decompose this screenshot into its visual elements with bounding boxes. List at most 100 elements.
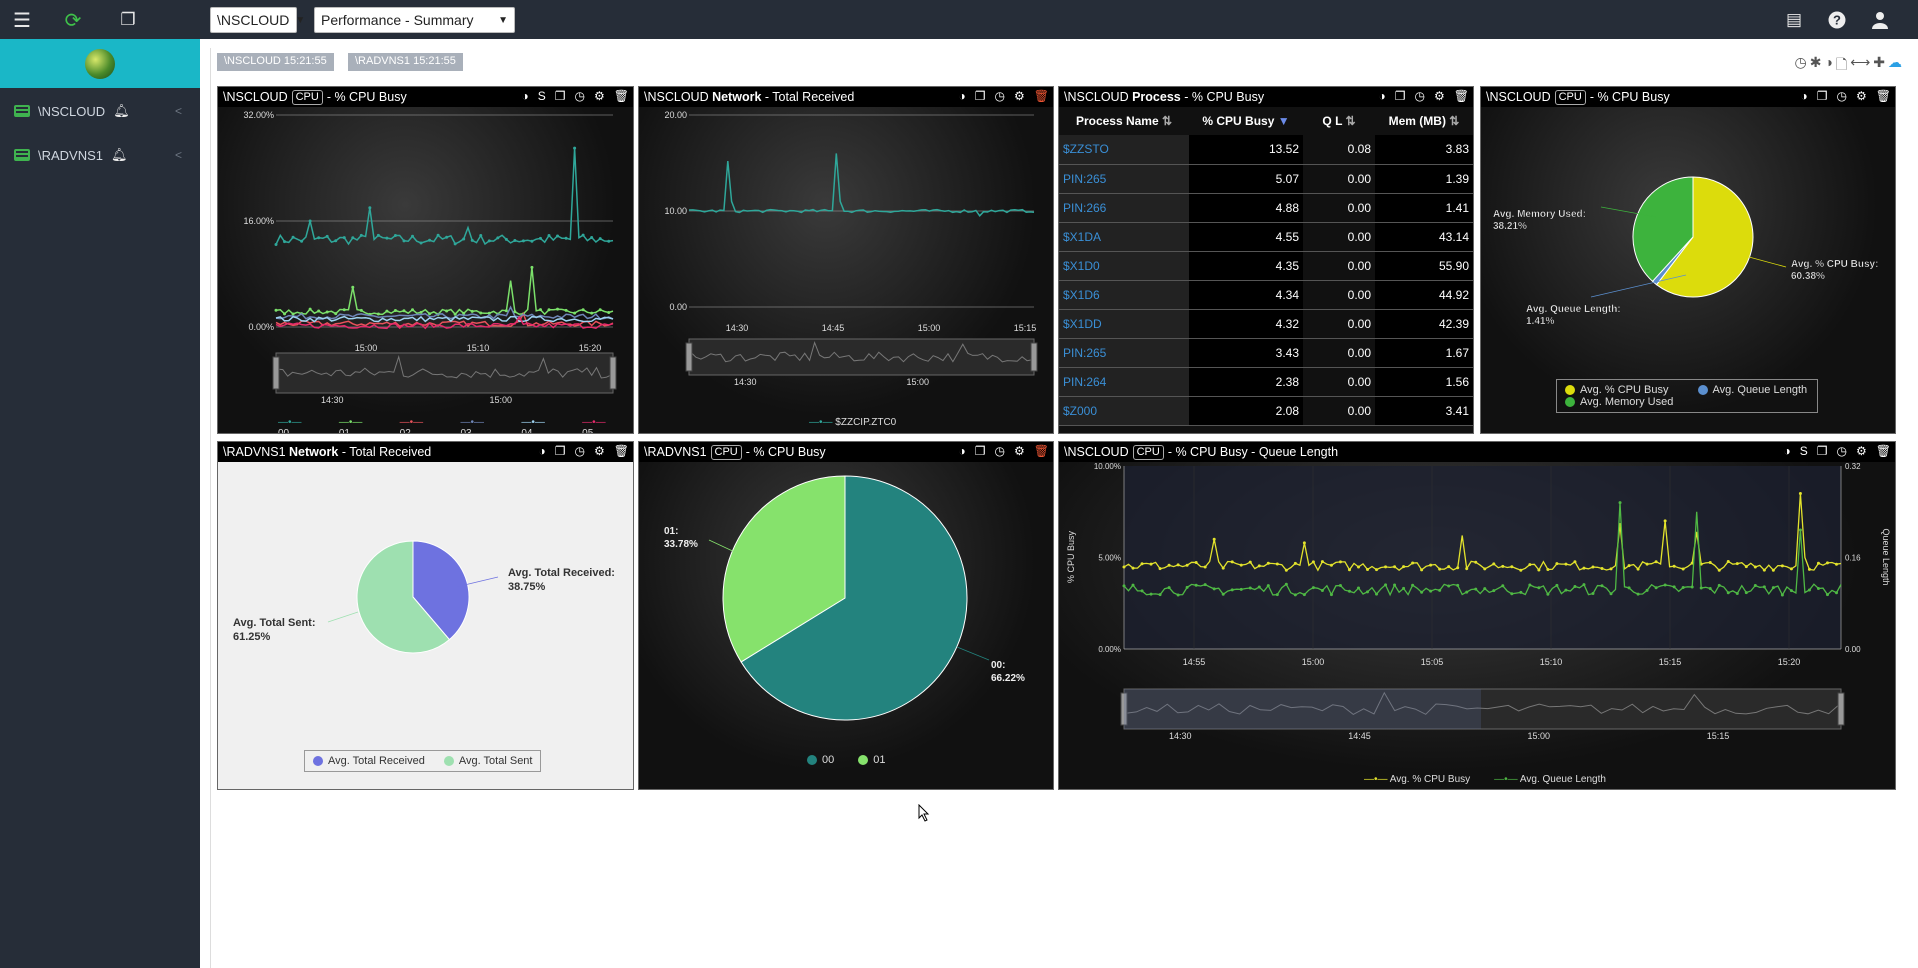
column-header-mem[interactable]: Mem (MB) ⇅ bbox=[1375, 107, 1473, 135]
copy-icon[interactable]: ❐ bbox=[974, 444, 986, 458]
column-header-ql[interactable]: Q L ⇅ bbox=[1303, 107, 1375, 135]
gear-icon[interactable]: ⚙ bbox=[594, 444, 605, 458]
expand-horizontal-icon[interactable]: ⟷ bbox=[1850, 54, 1871, 70]
legend-item[interactable]: —•— 03 bbox=[460, 417, 484, 434]
process-name-link[interactable]: $Z000 bbox=[1059, 396, 1189, 426]
navigator-window[interactable] bbox=[688, 338, 1035, 376]
user-icon[interactable] bbox=[1866, 6, 1894, 34]
pie-slice-avg-cpu-busy[interactable] bbox=[1655, 176, 1754, 298]
trash-icon[interactable]: 🗑︎ bbox=[613, 444, 629, 458]
series-03-line[interactable] bbox=[275, 305, 614, 320]
series-01-line[interactable] bbox=[275, 267, 614, 316]
series-line[interactable] bbox=[688, 153, 1035, 217]
cpu-line-chart[interactable]: 32.00% 16.00% 0.00% 15:00 15:10 15:20 14:30 15:… bbox=[218, 107, 633, 433]
column-header-process-name[interactable]: Process Name ⇅ bbox=[1059, 107, 1189, 135]
clock-icon[interactable]: ◷ bbox=[1836, 444, 1847, 458]
navigator-line[interactable] bbox=[277, 354, 612, 379]
help-icon[interactable]: ? bbox=[1823, 6, 1851, 34]
chevron-left-icon[interactable]: < bbox=[174, 104, 182, 118]
pie-slice-avg-memory-used[interactable] bbox=[1632, 176, 1694, 282]
process-name-link[interactable]: $X1DD bbox=[1059, 309, 1189, 339]
cpu-queue-line-chart[interactable]: 10.00% 0.32 5.00% 0.16 0.00% 0.00 % CPU Busy Qu… bbox=[1059, 462, 1895, 789]
clock-icon[interactable]: ◷ bbox=[1414, 89, 1425, 103]
pie-slice-00[interactable] bbox=[740, 475, 968, 721]
process-name-link[interactable]: $ZZSTO bbox=[1059, 135, 1189, 165]
pie-slice-01[interactable] bbox=[722, 475, 846, 663]
table-row[interactable]: $X1DA 4.55 0.00 43.14 bbox=[1059, 222, 1473, 252]
contrast-icon[interactable]: ◑ bbox=[1378, 89, 1386, 103]
navigator-handle-left[interactable] bbox=[685, 342, 693, 372]
pie-slice-avg-total-received[interactable] bbox=[412, 540, 470, 641]
legend-item[interactable]: —•— 05 bbox=[582, 417, 606, 434]
gear-icon[interactable]: ⚙ bbox=[594, 89, 605, 103]
bell-icon[interactable]: 🔔︎ bbox=[113, 103, 130, 118]
navigator-handle-right[interactable] bbox=[1837, 692, 1845, 726]
legend-item[interactable]: Avg. Memory Used bbox=[1565, 396, 1673, 408]
document-icon[interactable]: 🗋︎ bbox=[1835, 56, 1848, 72]
table-row[interactable]: $ZZSTO 13.52 0.08 3.83 bbox=[1059, 135, 1473, 165]
contrast-icon[interactable]: ◑ bbox=[538, 444, 546, 458]
table-row[interactable]: PIN:265 3.43 0.00 1.67 bbox=[1059, 338, 1473, 368]
legend-item[interactable]: —•— 00 bbox=[278, 417, 302, 434]
network-pie-chart[interactable]: Avg. Total Received: 38.75% Avg. Total Sen… bbox=[218, 462, 633, 789]
contrast-icon[interactable]: ◑ bbox=[1800, 89, 1808, 103]
trash-icon[interactable]: 🗑︎ bbox=[1033, 89, 1049, 103]
copy-icon[interactable]: ❐ bbox=[554, 89, 566, 103]
gear-icon[interactable]: ⚙ bbox=[1434, 89, 1445, 103]
table-row[interactable]: PIN:265 5.07 0.00 1.39 bbox=[1059, 164, 1473, 194]
cpu-pie-chart[interactable]: 00: 66.22% 01: 33.78% bbox=[639, 462, 1053, 789]
system-select[interactable]: \NSCLOUD ▼ bbox=[210, 7, 305, 33]
table-row[interactable]: PIN:264 2.38 0.00 1.56 bbox=[1059, 367, 1473, 397]
legend-item[interactable]: —•— 01 bbox=[338, 417, 363, 434]
legend-item[interactable]: Avg. Total Sent bbox=[443, 755, 532, 767]
copy-icon[interactable]: ❐ bbox=[974, 89, 986, 103]
table-row[interactable]: PIN:266 4.88 0.00 1.41 bbox=[1059, 193, 1473, 223]
series-queue-length-line[interactable] bbox=[1123, 502, 1842, 597]
trash-icon[interactable]: 🗑︎ bbox=[1875, 444, 1891, 458]
view-select[interactable]: Performance - Summary ▼ bbox=[314, 7, 515, 33]
navigator-handle-right[interactable] bbox=[1030, 342, 1038, 372]
time-tag-nscloud[interactable]: \NSCLOUD 15:21:55 bbox=[217, 53, 334, 71]
navigator-selection[interactable] bbox=[1124, 689, 1481, 729]
bell-icon[interactable]: 🔔︎ bbox=[111, 147, 128, 162]
add-icon[interactable]: ✚ bbox=[1873, 54, 1885, 70]
navigator-handle-left[interactable] bbox=[272, 356, 280, 390]
contrast-icon[interactable]: ◑ bbox=[1824, 54, 1833, 70]
clock-icon[interactable]: ◷ bbox=[994, 444, 1005, 458]
sidebar-item-nscloud[interactable]: \NSCLOUD 🔔︎ < bbox=[0, 89, 200, 133]
sidebar-item-radvns1[interactable]: \RADVNS1 🔔︎ < bbox=[0, 133, 200, 177]
table-row[interactable]: $Z000 2.08 0.00 3.41 bbox=[1059, 396, 1473, 426]
legend-item[interactable]: —•— Avg. Queue Length bbox=[1494, 774, 1606, 785]
refresh-icon[interactable]: ⟳ bbox=[64, 9, 82, 32]
gear-icon[interactable]: ⚙ bbox=[1014, 89, 1025, 103]
chevron-left-icon[interactable]: < bbox=[174, 148, 182, 162]
clock-icon[interactable]: ◷ bbox=[574, 444, 585, 458]
contrast-icon[interactable]: ◑ bbox=[521, 89, 529, 103]
cpu-pie-chart[interactable]: Avg. % CPU Busy:60.38% Avg. Queue Length:… bbox=[1481, 107, 1895, 433]
clock-icon[interactable]: ◷ bbox=[1794, 54, 1807, 70]
legend-item[interactable]: 01 bbox=[858, 754, 886, 766]
clock-icon[interactable]: ◷ bbox=[994, 89, 1005, 103]
series-04-line[interactable] bbox=[275, 315, 614, 323]
clock-icon[interactable]: ◷ bbox=[1836, 89, 1847, 103]
globe-icon[interactable] bbox=[85, 48, 115, 79]
navigator-line[interactable] bbox=[1125, 691, 1840, 715]
asterisk-icon[interactable]: ✱ bbox=[1809, 54, 1822, 70]
process-name-link[interactable]: PIN:265 bbox=[1059, 338, 1189, 368]
navigator-handle-right[interactable] bbox=[609, 356, 617, 390]
navigator-handle-left[interactable] bbox=[1120, 692, 1128, 726]
gear-icon[interactable]: ⚙ bbox=[1856, 89, 1867, 103]
contrast-icon[interactable]: ◑ bbox=[958, 89, 966, 103]
trash-icon[interactable]: 🗑︎ bbox=[613, 89, 629, 103]
navigator-window[interactable] bbox=[1123, 688, 1842, 730]
navigator-line[interactable] bbox=[690, 341, 1033, 363]
legend-item[interactable]: —•— 02 bbox=[399, 417, 424, 434]
process-name-link[interactable]: PIN:264 bbox=[1059, 367, 1189, 397]
table-row[interactable]: $X1D6 4.34 0.00 44.92 bbox=[1059, 280, 1473, 310]
table-row[interactable]: $X1D0 4.35 0.00 55.90 bbox=[1059, 251, 1473, 281]
legend-item[interactable]: Avg. Total Received bbox=[313, 755, 425, 767]
legend-item[interactable]: Avg. Queue Length bbox=[1697, 384, 1807, 396]
gear-icon[interactable]: ⚙ bbox=[1856, 444, 1867, 458]
s-toggle-button[interactable]: S bbox=[537, 89, 546, 103]
pie-slice-avg-total-sent[interactable] bbox=[356, 540, 451, 654]
